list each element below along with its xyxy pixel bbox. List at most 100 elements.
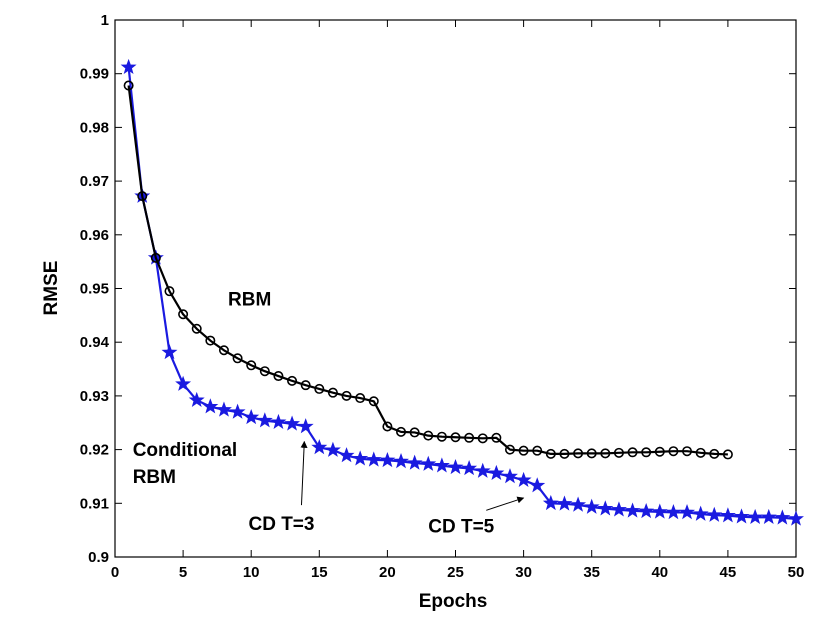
series-rbm: [123, 80, 733, 460]
data-point-conditional-rbm: [733, 508, 750, 524]
x-tick-label: 25: [447, 564, 464, 581]
annotation: RBM: [228, 290, 271, 311]
x-axis: 0 5 10 15 20 25 30 35 40 45 50: [111, 20, 805, 581]
data-point-conditional-rbm: [488, 464, 505, 481]
data-point-rbm: [477, 433, 488, 444]
annotation: CD T=5: [428, 496, 525, 537]
annotation: Conditional RBM: [133, 440, 237, 488]
data-point-conditional-rbm: [665, 504, 682, 520]
annotation-text: RBM: [133, 467, 176, 488]
data-point-conditional-rbm: [679, 504, 696, 520]
y-tick-label: 0.98: [80, 119, 109, 136]
data-point-rbm: [314, 383, 325, 394]
y-tick-label: 1: [101, 12, 109, 29]
data-point-rbm: [532, 445, 543, 456]
data-point-rbm: [504, 444, 515, 455]
annotation-text: RBM: [228, 290, 271, 311]
data-point-rbm: [668, 446, 679, 457]
data-point-rbm: [273, 371, 284, 382]
data-point-rbm: [654, 446, 665, 457]
data-point-rbm: [627, 447, 638, 458]
data-point-rbm: [164, 286, 175, 297]
data-point-conditional-rbm: [365, 451, 382, 467]
y-tick-label: 0.99: [80, 66, 109, 83]
data-point-rbm: [300, 380, 311, 391]
x-tick-label: 5: [179, 564, 187, 581]
data-point-conditional-rbm: [706, 506, 723, 522]
data-point-rbm: [191, 323, 202, 334]
data-point-rbm: [150, 252, 161, 263]
data-point-rbm: [246, 360, 257, 371]
data-point-rbm: [491, 432, 502, 443]
data-point-rbm: [259, 366, 270, 377]
data-point-conditional-rbm: [406, 454, 423, 470]
data-point-rbm: [559, 448, 570, 459]
data-point-conditional-rbm: [202, 398, 219, 414]
data-point-conditional-rbm: [420, 455, 437, 471]
data-point-conditional-rbm: [379, 451, 396, 468]
y-axis: 0.9 0.91 0.92 0.93 0.94 0.95 0.96 0.97 0.98 0.99 1: [80, 12, 796, 566]
x-tick-label: 30: [515, 564, 532, 581]
data-point-rbm: [123, 80, 134, 91]
data-point-rbm: [695, 447, 706, 458]
y-tick-label: 0.91: [80, 495, 109, 512]
x-tick-label: 50: [788, 564, 805, 581]
data-point-conditional-rbm: [338, 447, 355, 463]
annotation-arrow: [300, 440, 308, 506]
data-point-conditional-rbm: [393, 453, 409, 469]
data-point-conditional-rbm: [474, 462, 491, 478]
data-point-conditional-rbm: [597, 500, 614, 516]
data-point-conditional-rbm: [188, 391, 205, 407]
data-point-rbm: [722, 449, 733, 460]
x-tick-label: 15: [311, 564, 328, 581]
annotation-layer: RBM Conditional RBM CD T=3 CD T=5: [133, 290, 525, 537]
data-point-conditional-rbm: [256, 412, 273, 428]
data-point-rbm: [409, 427, 420, 438]
plot-frame: [114, 19, 797, 558]
data-point-rbm: [382, 421, 393, 432]
data-point-conditional-rbm: [447, 458, 464, 475]
data-point-rbm: [205, 335, 216, 346]
annotation-text: CD T=5: [428, 516, 494, 537]
y-tick-label: 0.94: [80, 334, 110, 351]
data-point-rbm: [545, 448, 556, 459]
annotation-arrow: [486, 496, 525, 511]
data-point-conditional-rbm: [556, 495, 573, 511]
data-point-rbm: [518, 445, 529, 456]
data-point-conditional-rbm: [719, 507, 736, 523]
data-point-rbm: [396, 426, 407, 437]
data-point-rbm: [586, 448, 597, 459]
data-point-rbm: [709, 448, 720, 459]
series-conditional-rbm: [120, 58, 804, 526]
data-point-conditional-rbm: [284, 415, 301, 431]
data-point-conditional-rbm: [324, 441, 341, 457]
data-point-rbm: [464, 432, 475, 443]
x-tick-label: 45: [720, 564, 737, 581]
annotation-text: Conditional: [133, 440, 237, 461]
data-point-conditional-rbm: [311, 439, 328, 455]
y-tick-label: 0.96: [80, 227, 109, 244]
data-point-conditional-rbm: [461, 460, 478, 476]
data-point-rbm: [327, 387, 338, 398]
data-point-rbm: [600, 448, 611, 459]
data-point-rbm: [450, 432, 461, 443]
y-tick-label: 0.92: [80, 442, 109, 459]
data-point-rbm: [368, 396, 379, 407]
data-point-conditional-rbm: [692, 505, 709, 521]
x-axis-label: Epochs: [419, 591, 488, 612]
y-axis-label: RMSE: [41, 261, 62, 316]
data-point-rbm: [341, 390, 352, 401]
data-point-conditional-rbm: [120, 58, 137, 75]
data-point-conditional-rbm: [638, 502, 655, 519]
data-point-conditional-rbm: [747, 508, 764, 525]
data-point-conditional-rbm: [352, 450, 369, 466]
data-point-conditional-rbm: [583, 498, 600, 514]
x-tick-label: 35: [583, 564, 600, 581]
data-point-conditional-rbm: [760, 508, 777, 525]
data-point-conditional-rbm: [215, 401, 232, 417]
data-point-conditional-rbm: [610, 501, 627, 517]
data-point-rbm: [178, 309, 189, 320]
data-point-conditional-rbm: [515, 471, 532, 487]
data-point-conditional-rbm: [529, 477, 546, 493]
